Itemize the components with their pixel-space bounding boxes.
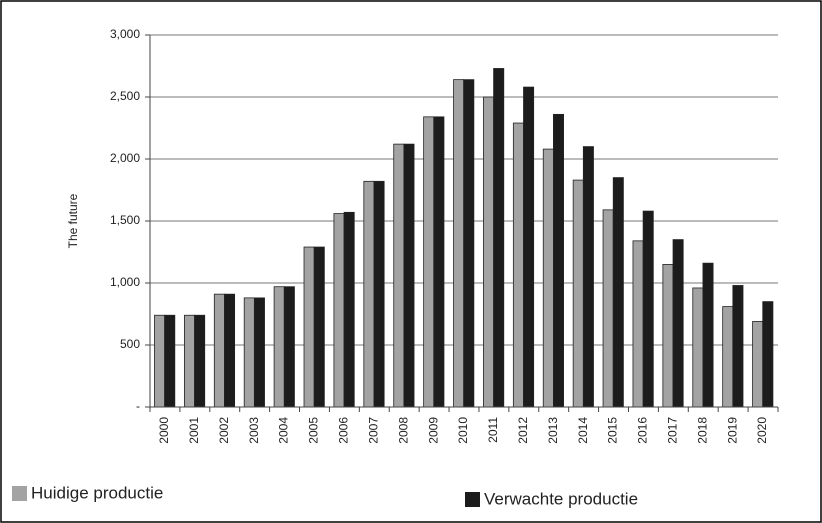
bar xyxy=(493,68,505,408)
bar xyxy=(423,116,435,408)
y-tick-label: 2,500 xyxy=(110,89,140,103)
x-tick-label: 2008 xyxy=(396,417,410,444)
legend-label: Verwachte productie xyxy=(484,489,638,508)
y-axis-label: The future xyxy=(66,193,80,248)
legend: Huidige productie Verwachte productie xyxy=(12,483,638,508)
bar xyxy=(453,79,465,408)
legend-swatch xyxy=(465,492,480,507)
bar xyxy=(632,240,644,408)
y-tick-label: - xyxy=(136,399,140,413)
bar xyxy=(213,293,225,408)
bar xyxy=(612,177,624,408)
x-tick-label: 2014 xyxy=(576,417,590,444)
bar xyxy=(542,148,554,408)
bar xyxy=(512,122,524,408)
x-tick-label: 2019 xyxy=(725,417,739,444)
x-tick-label: 2009 xyxy=(426,417,440,444)
y-tick-label: 1,500 xyxy=(110,213,140,227)
bar xyxy=(732,285,744,408)
x-tick-label: 2011 xyxy=(486,417,500,443)
bar xyxy=(363,180,375,408)
bar xyxy=(702,262,714,408)
bar xyxy=(433,116,445,408)
bar xyxy=(483,96,495,408)
x-tick-label: 2000 xyxy=(157,417,171,444)
bar xyxy=(722,306,734,408)
x-tick-label: 2006 xyxy=(337,417,351,444)
bar xyxy=(333,213,345,408)
bar xyxy=(283,286,295,408)
x-tick-label: 2010 xyxy=(456,417,470,444)
bar xyxy=(343,211,355,408)
bar xyxy=(273,286,285,408)
bar xyxy=(463,79,475,408)
x-tick-label: 2005 xyxy=(307,417,321,444)
bar xyxy=(582,146,594,408)
bar xyxy=(553,113,564,408)
x-tick-label: 2004 xyxy=(277,417,291,444)
x-tick-label: 2012 xyxy=(516,417,530,444)
x-tick-label: 2003 xyxy=(247,417,261,444)
bar xyxy=(194,314,206,408)
y-tick-label: 500 xyxy=(120,337,140,351)
bar xyxy=(602,209,614,408)
x-tick-label: 2001 xyxy=(187,417,201,444)
x-tick-label: 2013 xyxy=(546,417,560,444)
bar xyxy=(662,263,674,408)
bar xyxy=(373,180,385,408)
x-tick-label: 2017 xyxy=(666,417,680,444)
bar xyxy=(154,314,166,408)
bar xyxy=(752,321,764,408)
bar xyxy=(523,86,535,408)
bar xyxy=(224,293,236,408)
bar xyxy=(572,179,584,408)
bar xyxy=(243,297,255,408)
legend-label: Huidige productie xyxy=(31,483,163,502)
bar xyxy=(762,301,774,408)
y-tick-label: 2,000 xyxy=(110,151,140,165)
bar xyxy=(313,246,325,408)
x-tick-label: 2020 xyxy=(755,417,769,444)
x-tick-label: 2007 xyxy=(366,417,380,444)
x-tick-label: 2016 xyxy=(636,417,650,444)
x-tick-label: 2015 xyxy=(606,417,620,444)
x-tick-label: 2018 xyxy=(695,417,709,444)
y-tick-label: 1,000 xyxy=(110,275,140,289)
bar xyxy=(164,314,176,408)
bar xyxy=(403,143,415,408)
bar xyxy=(253,297,265,408)
bar xyxy=(183,314,195,408)
bar xyxy=(642,210,654,408)
bar xyxy=(303,246,315,408)
bar xyxy=(393,143,405,408)
legend-swatch xyxy=(12,486,27,501)
y-tick-label: 3,000 xyxy=(110,27,140,41)
x-tick-label: 2002 xyxy=(217,417,231,444)
bar xyxy=(672,239,684,408)
bar xyxy=(692,287,704,408)
